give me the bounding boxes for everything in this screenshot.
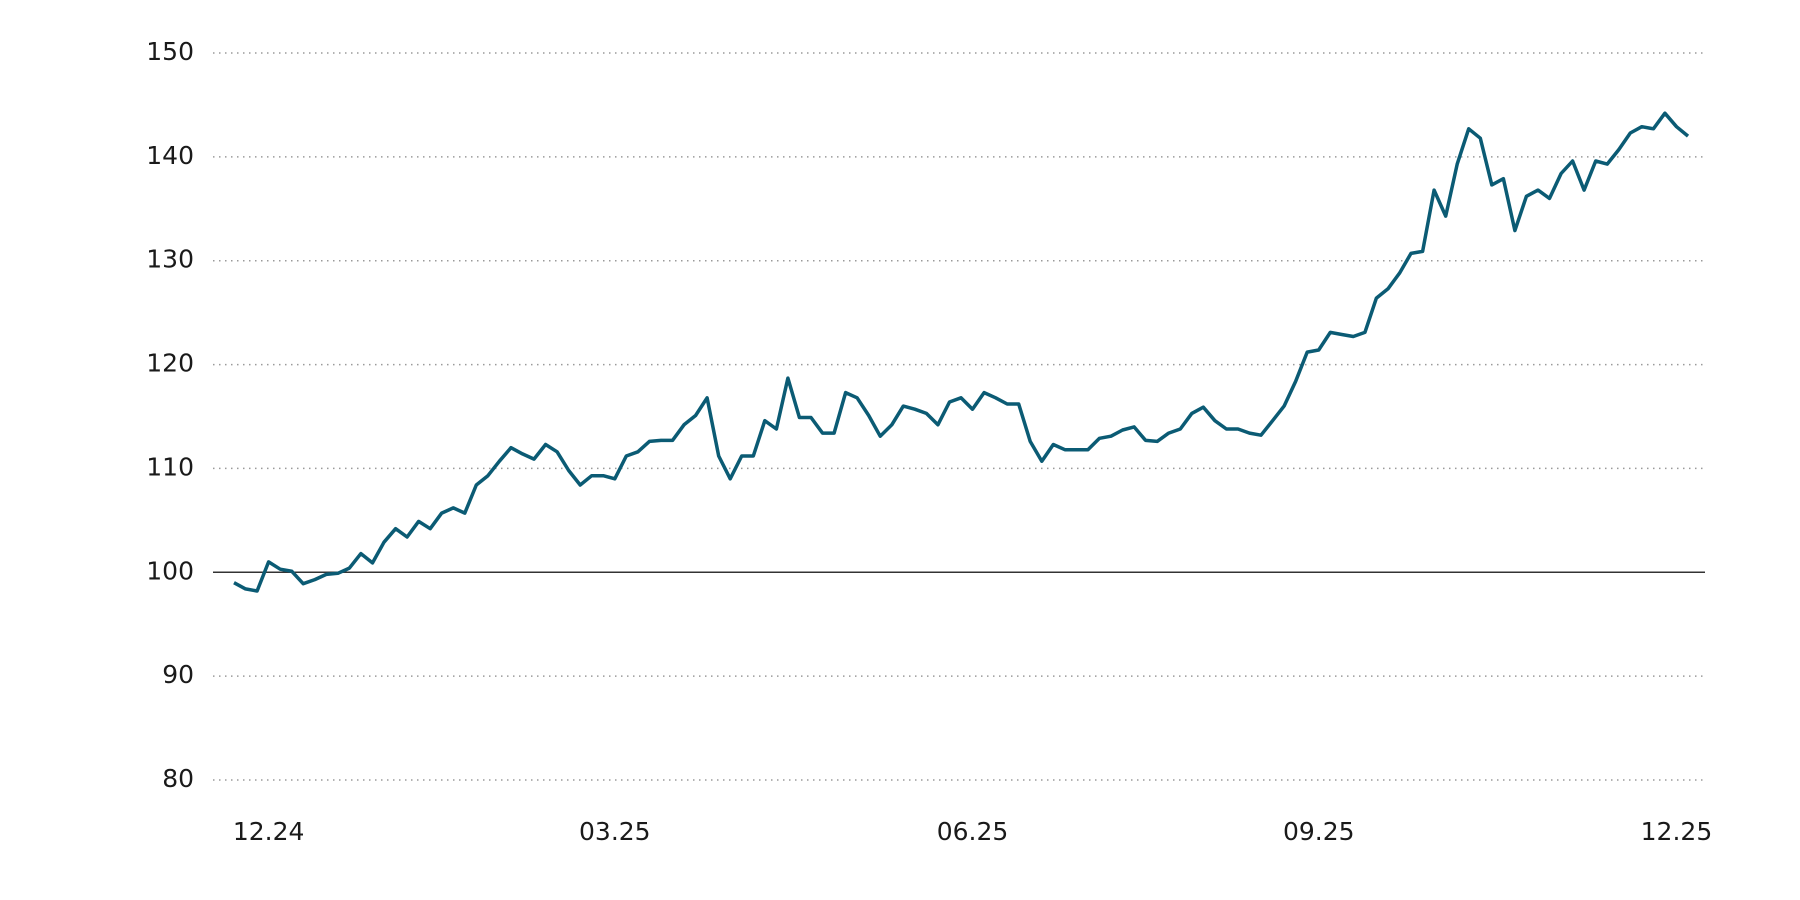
x-tick-label: 12.25	[1641, 817, 1713, 846]
y-tick-label: 140	[146, 141, 194, 170]
x-tick-label: 03.25	[579, 817, 651, 846]
x-tick-label: 09.25	[1283, 817, 1355, 846]
y-tick-label: 120	[146, 349, 194, 378]
y-tick-label: 130	[146, 245, 194, 274]
y-tick-label: 110	[146, 452, 194, 481]
data-line	[233, 111, 1690, 593]
x-tick-label: 12.24	[233, 817, 305, 846]
y-tick-label: 100	[146, 556, 194, 585]
y-tick-label: 80	[162, 764, 194, 793]
x-tick-label: 06.25	[937, 817, 1009, 846]
y-tick-label: 90	[162, 660, 194, 689]
y-tick-label: 150	[146, 37, 194, 66]
